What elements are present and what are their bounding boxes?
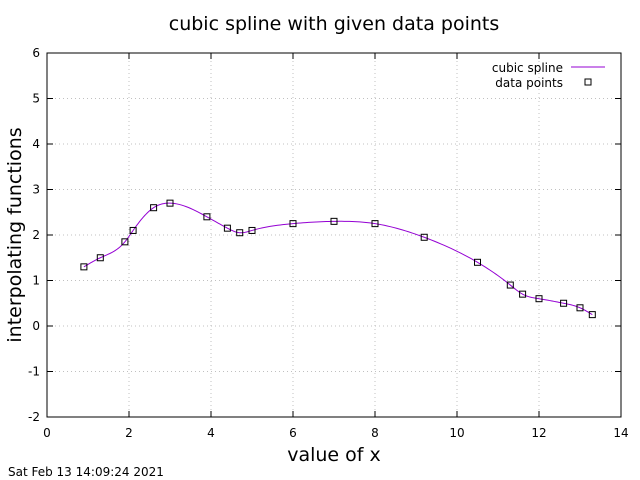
- data-point-marker: [506, 281, 514, 289]
- y-tick-label: 5: [32, 92, 40, 106]
- y-tick-label: -2: [28, 410, 40, 424]
- data-point-marker: [223, 224, 231, 232]
- y-tick-label: 3: [32, 183, 40, 197]
- data-point-marker: [96, 254, 104, 262]
- data-point-marker: [150, 204, 158, 212]
- y-tick-label: 6: [32, 46, 40, 60]
- y-tick-label: -1: [28, 365, 40, 379]
- data-point-marker: [121, 238, 129, 246]
- data-point-marker: [166, 199, 174, 207]
- x-tick-label: 14: [613, 426, 628, 440]
- x-axis-label: value of x: [287, 444, 381, 466]
- data-point-marker: [330, 217, 338, 225]
- y-tick-label: 1: [32, 274, 40, 288]
- legend-label-cubic-spline: cubic spline: [492, 61, 563, 75]
- legend-swatch-data-points: [584, 78, 592, 86]
- x-tick-label: 12: [531, 426, 546, 440]
- data-point-marker: [289, 220, 297, 228]
- x-tick-label: 0: [43, 426, 51, 440]
- chart-title: cubic spline with given data points: [169, 13, 500, 35]
- x-tick-label: 4: [207, 426, 215, 440]
- data-point-marker: [236, 229, 244, 237]
- series-line-cubic-spline: [83, 202, 593, 316]
- data-point-marker: [576, 304, 584, 312]
- data-point-marker: [519, 290, 527, 298]
- data-point-marker: [560, 299, 568, 307]
- x-tick-label: 6: [289, 426, 297, 440]
- y-tick-label: 2: [32, 228, 40, 242]
- y-tick-label: 0: [32, 319, 40, 333]
- data-point-marker: [474, 258, 481, 266]
- plot-frame: [46, 52, 622, 418]
- data-point-marker: [535, 295, 543, 303]
- data-point-marker: [248, 226, 256, 234]
- grid: [47, 53, 621, 417]
- legend-label-data-points: data points: [495, 76, 563, 90]
- y-axis-label: interpolating functions: [4, 127, 26, 342]
- x-tick-label: 2: [125, 426, 133, 440]
- series-layer: [80, 199, 596, 319]
- x-tick-label: 10: [449, 426, 464, 440]
- y-tick-label: 4: [32, 137, 40, 151]
- data-point-marker: [203, 213, 211, 221]
- x-tick-label: 8: [371, 426, 379, 440]
- data-point-marker: [80, 263, 88, 271]
- data-point-marker: [420, 233, 428, 241]
- data-point-marker: [371, 220, 379, 228]
- data-point-marker: [129, 226, 137, 234]
- data-point-marker: [588, 311, 596, 319]
- timestamp-label: Sat Feb 13 14:09:24 2021: [8, 465, 164, 479]
